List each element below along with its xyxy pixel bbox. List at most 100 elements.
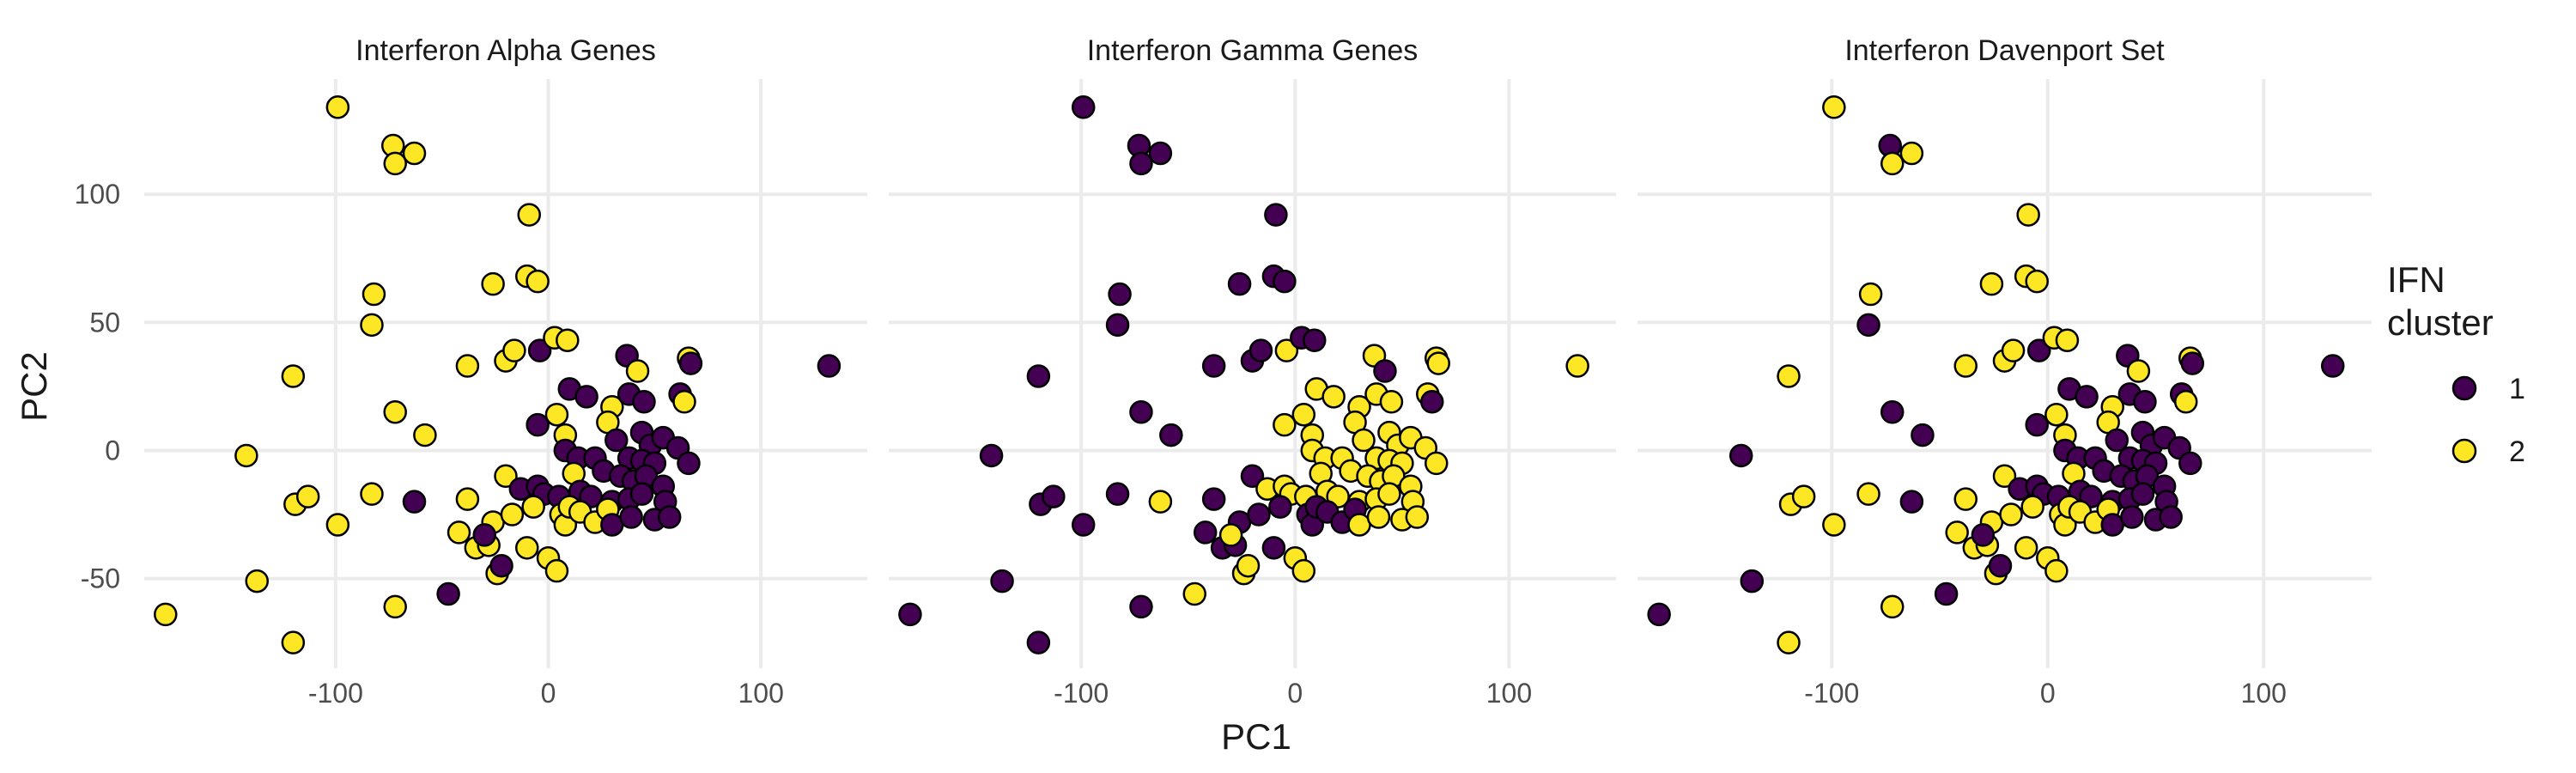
data-point xyxy=(544,402,569,427)
data-point xyxy=(2100,513,2124,537)
data-point xyxy=(2105,428,2129,453)
data-point xyxy=(1291,402,1316,427)
data-point xyxy=(517,203,541,227)
data-point xyxy=(1129,399,1153,424)
data-point xyxy=(2026,338,2051,362)
data-point xyxy=(1071,513,1096,537)
data-point xyxy=(1934,581,1959,606)
data-point xyxy=(1042,484,1066,508)
data-point xyxy=(1264,203,1288,227)
data-point xyxy=(1426,351,1450,375)
data-point xyxy=(1899,141,1924,166)
data-point xyxy=(234,443,258,468)
points-layer xyxy=(1647,95,2345,654)
data-point xyxy=(817,354,841,378)
data-point xyxy=(2126,359,2151,383)
data-point xyxy=(402,490,427,514)
x-tick-labels: -100 0 100 xyxy=(308,678,784,709)
data-point xyxy=(2120,505,2144,529)
data-point xyxy=(677,451,701,476)
x-tick-label: 0 xyxy=(1287,678,1303,709)
legend-item-2: 2 xyxy=(2451,435,2525,468)
data-point xyxy=(521,495,545,519)
x-tick-label: 100 xyxy=(2241,678,2287,709)
data-point xyxy=(1201,354,1226,378)
data-point xyxy=(625,359,650,383)
data-point xyxy=(2016,203,2040,227)
data-point xyxy=(2178,451,2202,476)
data-point xyxy=(1247,502,1271,526)
y-tick-label: 100 xyxy=(75,179,120,210)
x-tick-label: 0 xyxy=(2040,678,2056,709)
data-point xyxy=(1379,390,1404,414)
data-point xyxy=(1953,487,1978,511)
data-point xyxy=(472,523,496,547)
data-point xyxy=(1108,282,1132,307)
data-point xyxy=(1105,482,1130,506)
data-point xyxy=(360,313,384,338)
facet-title: Interferon Davenport Set xyxy=(1844,34,2165,67)
data-point xyxy=(281,630,306,654)
data-point xyxy=(605,428,629,453)
data-point xyxy=(515,536,539,560)
data-point xyxy=(1822,513,1846,537)
data-point xyxy=(574,385,598,409)
data-point xyxy=(502,338,526,362)
data-point xyxy=(1218,523,1243,547)
panel-interferon-alpha: Interferon Alpha Genes -100 0 100 xyxy=(144,34,867,709)
data-point xyxy=(1273,269,1297,294)
data-point xyxy=(455,487,480,511)
data-point xyxy=(2020,495,2044,519)
data-point xyxy=(1352,428,1376,453)
panel-interferon-gamma: Interferon Gamma Genes -100 0 100 xyxy=(889,34,1616,709)
data-point xyxy=(1424,451,1449,476)
data-point xyxy=(1777,630,1801,654)
data-point xyxy=(1291,558,1316,583)
legend-label-2: 2 xyxy=(2509,435,2525,468)
data-point xyxy=(2133,390,2157,414)
data-point xyxy=(2075,385,2099,409)
data-point xyxy=(2055,328,2080,352)
data-point xyxy=(2044,402,2069,427)
data-point xyxy=(672,390,696,414)
data-point xyxy=(1026,364,1051,388)
data-point xyxy=(1193,520,1218,545)
y-tick-label: -50 xyxy=(81,563,120,594)
data-point xyxy=(325,513,350,537)
data-point xyxy=(383,151,407,176)
data-point xyxy=(360,482,384,506)
data-point xyxy=(447,520,471,545)
data-point xyxy=(1268,495,1292,519)
data-point xyxy=(1148,141,1173,166)
data-point xyxy=(1377,482,1401,506)
data-point xyxy=(544,558,569,583)
facet-title: Interferon Alpha Genes xyxy=(355,34,656,67)
data-point xyxy=(1227,271,1252,296)
legend-title-line-1: IFN xyxy=(2387,259,2445,300)
data-point xyxy=(436,581,460,606)
data-point xyxy=(2180,351,2205,375)
data-point xyxy=(489,553,513,578)
data-point xyxy=(295,484,320,508)
data-point xyxy=(1249,338,1273,362)
x-tick-label: 0 xyxy=(541,678,556,709)
x-tick-labels: -100 0 100 xyxy=(1804,678,2287,709)
x-tick-label: -100 xyxy=(308,678,363,709)
data-point xyxy=(494,464,518,489)
data-point xyxy=(657,505,682,529)
x-tick-label: 100 xyxy=(738,678,783,709)
data-point xyxy=(1321,385,1346,409)
data-point xyxy=(1148,490,1173,514)
data-point xyxy=(1201,487,1226,511)
data-point xyxy=(1420,390,1444,414)
data-point xyxy=(1373,359,1397,383)
legend: IFN cluster 1 2 xyxy=(2387,259,2525,468)
data-point xyxy=(1953,354,1978,378)
data-point xyxy=(2025,269,2049,294)
data-point xyxy=(1945,520,1969,545)
data-point xyxy=(1366,505,1391,529)
x-tick-label: -100 xyxy=(1804,678,1859,709)
data-point xyxy=(2014,536,2038,560)
data-point xyxy=(1858,282,1883,307)
data-point xyxy=(2173,390,2198,414)
